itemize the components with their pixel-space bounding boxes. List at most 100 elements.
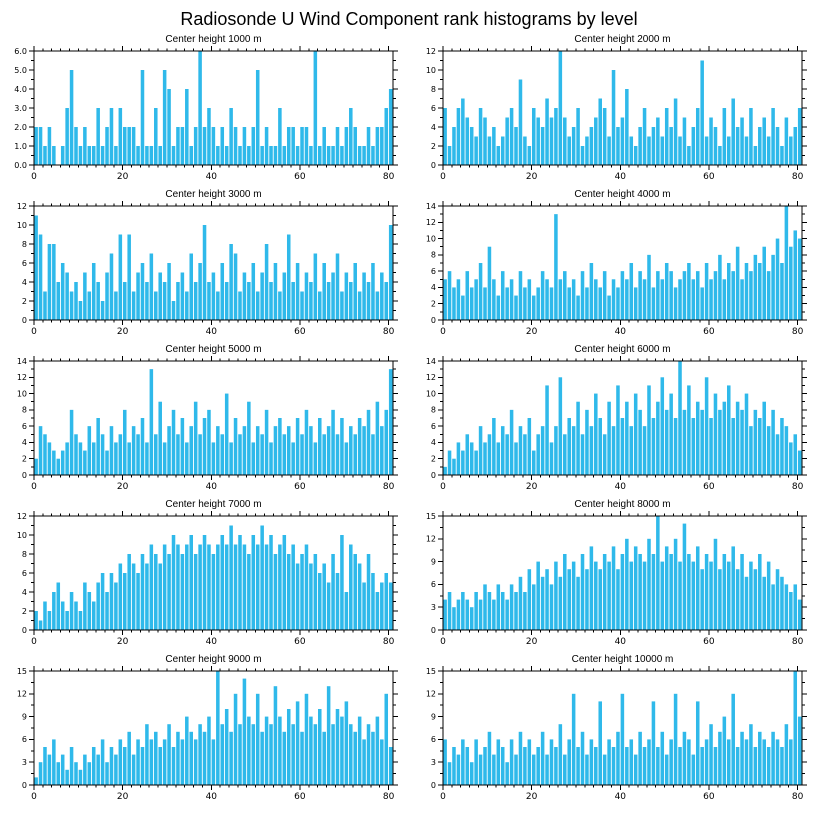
svg-text:1.0: 1.0 [14, 142, 27, 151]
svg-text:3: 3 [22, 758, 27, 767]
svg-text:80: 80 [383, 637, 395, 647]
svg-text:4.0: 4.0 [14, 85, 27, 94]
svg-text:80: 80 [383, 327, 395, 337]
histogram-svg: 0 3 6 9 12 15 0 20 40 60 80 [426, 511, 807, 647]
histogram-svg: 0 2 4 6 8 10 12 14 0 20 40 60 80 [426, 201, 807, 337]
svg-text:60: 60 [703, 792, 715, 802]
chart-center-height-6000m: Center height 6000 m 0 2 4 6 8 10 12 14 0 20 40 60 8… [409, 343, 818, 498]
svg-text:12: 12 [17, 373, 27, 382]
svg-text:9: 9 [22, 712, 27, 721]
svg-text:0: 0 [440, 172, 446, 182]
svg-text:80: 80 [383, 792, 395, 802]
chart-title: Center height 2000 m [574, 34, 671, 45]
chart-title: Center height 7000 m [165, 499, 262, 510]
svg-text:12: 12 [426, 535, 436, 544]
svg-text:20: 20 [117, 172, 129, 182]
svg-text:2: 2 [22, 607, 27, 616]
svg-text:80: 80 [792, 482, 804, 492]
svg-text:12: 12 [426, 218, 436, 227]
svg-text:8: 8 [431, 251, 436, 260]
svg-text:12: 12 [17, 202, 27, 211]
svg-text:0: 0 [440, 792, 446, 802]
svg-text:20: 20 [526, 172, 538, 182]
svg-text:6: 6 [431, 735, 436, 744]
svg-text:12: 12 [17, 690, 27, 699]
chart-center-height-5000m: Center height 5000 m 0 2 4 6 8 10 12 14 0 20 40 60 8… [0, 343, 409, 498]
svg-text:3: 3 [431, 758, 436, 767]
svg-text:20: 20 [117, 482, 129, 492]
histogram-svg: 0 3 6 9 12 15 0 20 40 60 80 [17, 666, 398, 802]
histogram-svg: 0 2 4 6 8 10 12 0 20 40 60 80 [17, 201, 398, 337]
svg-text:10: 10 [17, 389, 27, 398]
chart-title: Center height 1000 m [165, 34, 262, 45]
histogram-svg: 0 3 6 9 12 15 0 20 40 60 80 [426, 666, 807, 802]
svg-text:4: 4 [431, 283, 436, 292]
svg-text:3: 3 [431, 603, 436, 612]
charts-grid: Center height 1000 m 0.0 1.0 2.0 3.0 4.0 5.0 6… [0, 33, 818, 808]
svg-text:6: 6 [431, 267, 436, 276]
svg-text:40: 40 [206, 172, 218, 182]
svg-text:6.0: 6.0 [14, 47, 27, 56]
svg-text:6: 6 [22, 735, 27, 744]
svg-text:0: 0 [22, 781, 27, 790]
svg-text:6: 6 [22, 422, 27, 431]
svg-text:80: 80 [792, 172, 804, 182]
svg-text:10: 10 [17, 221, 27, 230]
svg-text:0: 0 [31, 172, 37, 182]
chart-title: Center height 10000 m [571, 654, 674, 665]
svg-text:0: 0 [31, 637, 37, 647]
page-title: Radiosonde U Wind Component rank histogr… [180, 9, 638, 29]
svg-text:40: 40 [615, 792, 627, 802]
svg-text:6: 6 [22, 259, 27, 268]
svg-text:60: 60 [294, 172, 306, 182]
chart-center-height-9000m: Center height 9000 m 0 3 6 9 12 15 0 20 40 60 80 [0, 653, 409, 808]
svg-text:0: 0 [22, 471, 27, 480]
svg-text:20: 20 [526, 482, 538, 492]
svg-text:12: 12 [426, 47, 436, 56]
svg-text:20: 20 [117, 327, 129, 337]
svg-text:14: 14 [426, 357, 436, 366]
svg-text:9: 9 [431, 712, 436, 721]
histogram-svg: 0 2 4 6 8 10 12 0 20 40 60 80 [17, 511, 398, 647]
svg-text:8: 8 [22, 406, 27, 415]
svg-text:2.0: 2.0 [14, 123, 27, 132]
svg-text:12: 12 [426, 690, 436, 699]
svg-text:6: 6 [22, 569, 27, 578]
chart-title: Center height 5000 m [165, 344, 262, 355]
svg-text:40: 40 [615, 637, 627, 647]
svg-text:0: 0 [440, 327, 446, 337]
chart-center-height-2000m: Center height 2000 m 0 2 4 6 8 10 12 0 20 40 60 80 [409, 33, 818, 188]
chart-title: Center height 8000 m [574, 499, 671, 510]
svg-text:20: 20 [526, 327, 538, 337]
svg-text:0: 0 [440, 637, 446, 647]
svg-text:60: 60 [294, 482, 306, 492]
svg-text:15: 15 [426, 512, 436, 521]
svg-text:4: 4 [22, 278, 27, 287]
svg-text:15: 15 [426, 667, 436, 676]
chart-center-height-10000m: Center height 10000 m 0 3 6 9 12 15 0 20 40 60 80 [409, 653, 818, 808]
svg-text:10: 10 [426, 389, 436, 398]
svg-text:4: 4 [431, 123, 436, 132]
svg-text:2: 2 [22, 455, 27, 464]
chart-center-height-3000m: Center height 3000 m 0 2 4 6 8 10 12 0 20 40 60 80 [0, 188, 409, 343]
histogram-svg: 0.0 1.0 2.0 3.0 4.0 5.0 6.0 0 20 40 60 80 [14, 46, 398, 182]
svg-text:10: 10 [426, 66, 436, 75]
chart-center-height-4000m: Center height 4000 m 0 2 4 6 8 10 12 14 0 20 40 60 8… [409, 188, 818, 343]
svg-text:3.0: 3.0 [14, 104, 27, 113]
chart-center-height-1000m: Center height 1000 m 0.0 1.0 2.0 3.0 4.0 5.0 6… [0, 33, 409, 188]
svg-text:40: 40 [615, 327, 627, 337]
svg-text:8: 8 [22, 240, 27, 249]
svg-text:60: 60 [703, 327, 715, 337]
svg-text:8: 8 [431, 85, 436, 94]
svg-text:60: 60 [294, 637, 306, 647]
svg-text:0: 0 [31, 792, 37, 802]
svg-text:2: 2 [22, 297, 27, 306]
svg-text:0: 0 [22, 626, 27, 635]
svg-text:8: 8 [431, 406, 436, 415]
svg-text:0: 0 [431, 471, 436, 480]
svg-text:0: 0 [22, 316, 27, 325]
svg-text:60: 60 [703, 482, 715, 492]
svg-text:80: 80 [792, 792, 804, 802]
svg-text:10: 10 [17, 531, 27, 540]
svg-text:4: 4 [22, 588, 27, 597]
